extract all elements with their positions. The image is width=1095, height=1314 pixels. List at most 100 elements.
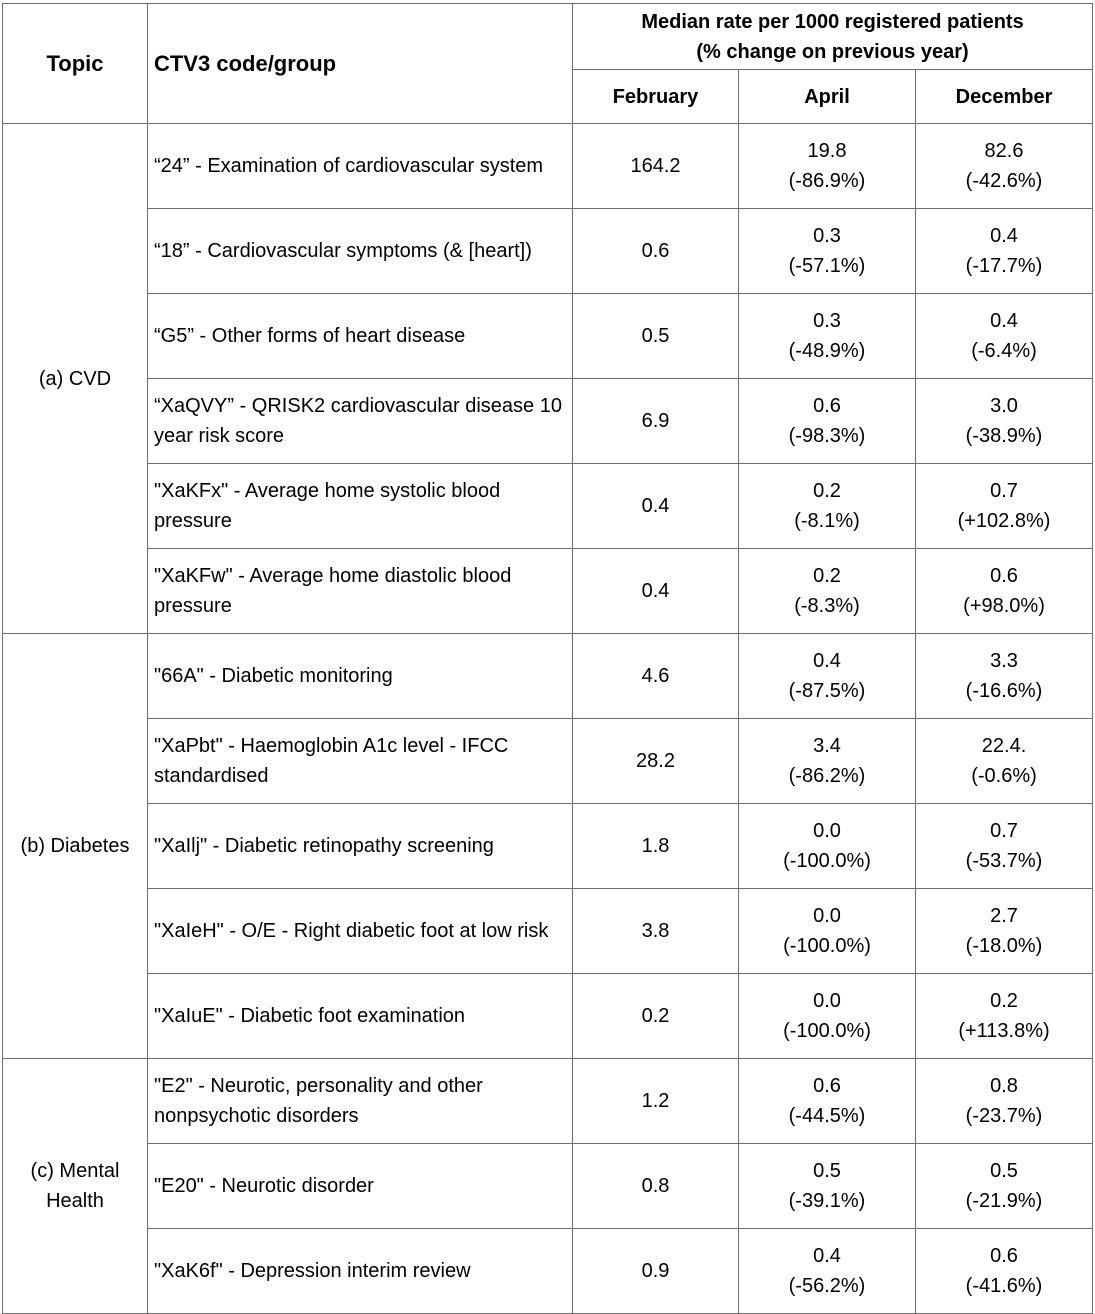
table-body: (a) CVD “24” - Examination of cardiovascu… [2,123,1094,1314]
april-cell: 19.8 (-86.9%) [738,123,916,209]
april-change: (-100.0%) [783,935,871,957]
february-cell: 1.2 [572,1058,739,1144]
code-cell: "XaIlj" - Diabetic retinopathy screening [147,803,573,889]
april-rate: 0.0 [813,990,841,1012]
april-rate: 3.4 [813,735,841,757]
december-cell: 0.7 (-53.7%) [914,803,1094,889]
december-rate: 0.7 [990,480,1018,502]
april-rate: 0.6 [813,395,841,417]
code-cell: "XaKFx" - Average home systolic blood pr… [147,463,573,549]
code-cell: “XaQVY” - QRISK2 cardiovascular disease … [147,378,573,464]
april-rate: 0.3 [813,225,841,247]
code-cell: "66A" - Diabetic monitoring [147,633,573,719]
table-row: "XaKFw" - Average home diastolic blood p… [3,548,1094,634]
topic-header: Topic [2,3,148,124]
april-rate: 0.6 [813,1075,841,1097]
april-rate: 19.8 [807,140,847,162]
april-change: (-44.5%) [788,1105,866,1127]
code-cell: "E2" - Neurotic, personality and other n… [147,1058,573,1144]
table-row: "XaIlj" - Diabetic retinopathy screening… [3,803,1094,889]
table-row: "XaIuE" - Diabetic foot examination 0.2 0.… [3,973,1094,1059]
december-cell: 3.0 (-38.9%) [914,378,1094,464]
code-cell: "XaIeH" - O/E - Right diabetic foot at l… [147,888,573,974]
topic-cell: (a) CVD [2,123,148,634]
april-cell: 0.0 (-100.0%) [738,973,916,1059]
april-rate: 0.2 [813,565,841,587]
table-row: "XaPbt" - Haemoglobin A1c level - IFCC s… [3,718,1094,804]
february-cell: 0.4 [572,463,739,549]
february-cell: 3.8 [572,888,739,974]
december-change: (+102.8%) [957,510,1051,532]
december-rate: 0.5 [990,1160,1018,1182]
month-header-april: April [738,69,916,124]
december-cell: 82.6 (-42.6%) [914,123,1094,209]
december-change: (-41.6%) [965,1275,1043,1297]
december-cell: 0.4 (-6.4%) [914,293,1094,379]
april-change: (-86.2%) [788,765,866,787]
code-header: CTV3 code/group [147,3,573,124]
april-change: (-100.0%) [783,1020,871,1042]
december-change: (-53.7%) [965,850,1043,872]
code-cell: "XaK6f" - Depression interim review [147,1228,573,1314]
table-header: Topic CTV3 code/group Median rate per 10… [2,3,1094,124]
table-row: (b) Diabetes "66A" - Diabetic monitoring 4… [2,633,1094,1059]
april-rate: 0.0 [813,905,841,927]
april-change: (-8.1%) [794,510,860,532]
april-cell: 0.4 (-87.5%) [738,633,916,719]
december-rate: 0.6 [990,1245,1018,1267]
december-change: (-23.7%) [965,1105,1043,1127]
april-cell: 0.5 (-39.1%) [738,1143,916,1229]
december-change: (-17.7%) [965,255,1043,277]
december-rate: 0.8 [990,1075,1018,1097]
december-change: (-38.9%) [965,425,1043,447]
february-cell: 0.2 [572,973,739,1059]
median-rate-table: Topic CTV3 code/group Median rate per 10… [2,3,1094,1314]
topic-cell: (c) Mental Health [2,1058,148,1314]
code-cell: “18” - Cardiovascular symptoms (& [heart… [147,208,573,294]
december-rate: 0.2 [990,990,1018,1012]
december-rate: 22.4. [981,735,1027,757]
april-change: (-56.2%) [788,1275,866,1297]
december-rate: 3.0 [990,395,1018,417]
table-row: “XaQVY” - QRISK2 cardiovascular disease … [3,378,1094,464]
april-cell: 0.0 (-100.0%) [738,803,916,889]
december-rate: 0.6 [990,565,1018,587]
april-cell: 0.3 (-57.1%) [738,208,916,294]
code-cell: “24” - Examination of cardiovascular sys… [147,123,573,209]
april-change: (-100.0%) [783,850,871,872]
december-change: (-16.6%) [965,680,1043,702]
april-change: (-87.5%) [788,680,866,702]
table-row: "XaKFx" - Average home systolic blood pr… [3,463,1094,549]
median-rate-header: Median rate per 1000 registered patients… [571,3,1094,70]
april-cell: 0.3 (-48.9%) [738,293,916,379]
code-cell: "E20" - Neurotic disorder [147,1143,573,1229]
december-change: (-42.6%) [965,170,1043,192]
february-cell: 28.2 [572,718,739,804]
month-header-february: February [572,69,739,124]
december-rate: 3.3 [990,650,1018,672]
december-change: (+113.8%) [958,1020,1050,1042]
code-cell: "XaIuE" - Diabetic foot examination [147,973,573,1059]
code-cell: "XaKFw" - Average home diastolic blood p… [147,548,573,634]
december-change: (-6.4%) [971,340,1037,362]
february-cell: 164.2 [572,123,739,209]
december-cell: 22.4. (-0.6%) [914,718,1094,804]
april-cell: 0.6 (-98.3%) [738,378,916,464]
april-rate: 0.4 [813,1245,841,1267]
february-cell: 0.4 [572,548,739,634]
topic-cell: (b) Diabetes [2,633,148,1059]
april-change: (-48.9%) [788,340,866,362]
february-cell: 0.9 [572,1228,739,1314]
april-change: (-86.9%) [788,170,866,192]
april-cell: 0.2 (-8.3%) [738,548,916,634]
april-cell: 0.0 (-100.0%) [738,888,916,974]
month-header-december: December [914,69,1094,124]
april-cell: 0.2 (-8.1%) [738,463,916,549]
december-cell: 0.2 (+113.8%) [914,973,1094,1059]
december-cell: 0.6 (-41.6%) [914,1228,1094,1314]
april-cell: 3.4 (-86.2%) [738,718,916,804]
december-cell: 0.4 (-17.7%) [914,208,1094,294]
december-change: (-21.9%) [965,1190,1043,1212]
december-rate: 0.4 [990,225,1018,247]
april-rate: 0.2 [813,480,841,502]
